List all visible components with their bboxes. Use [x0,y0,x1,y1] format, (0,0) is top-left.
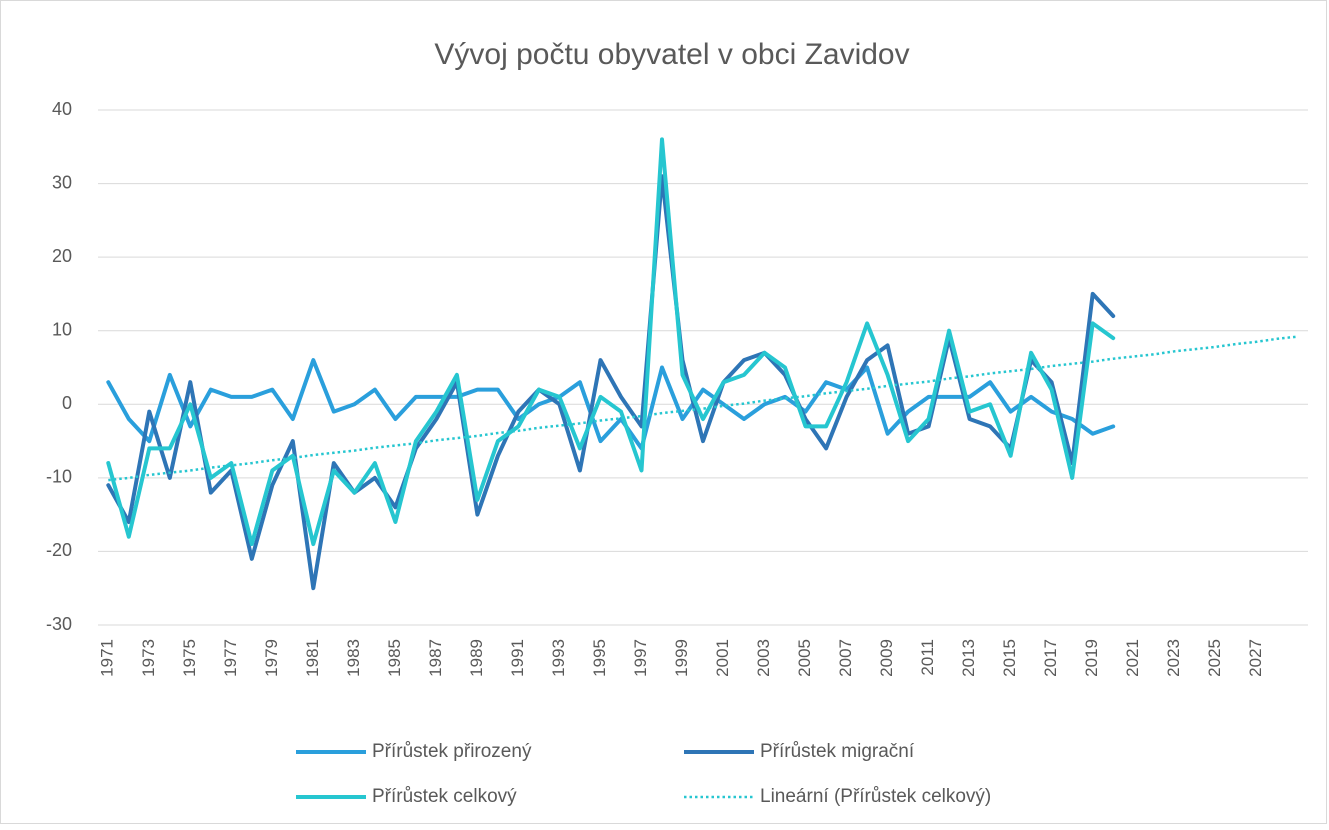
x-tick-label: 2023 [1164,639,1183,677]
x-tick-label: 2007 [836,639,855,677]
y-tick-label: 30 [52,172,72,192]
x-tick-label: 1979 [262,639,281,677]
y-tick-label: -10 [46,467,72,487]
x-tick-label: 1997 [631,639,650,677]
y-tick-label: 10 [52,319,72,339]
legend-label: Přírůstek celkový [372,786,517,807]
legend-label: Lineární (Přírůstek celkový) [760,786,991,807]
y-tick-label: -30 [46,614,72,634]
x-tick-label: 1975 [180,639,199,677]
y-tick-label: 40 [52,99,72,119]
x-tick-label: 1981 [303,639,322,677]
y-tick-label: 0 [62,393,72,413]
x-tick-label: 2001 [713,639,732,677]
legend-label: Přírůstek migrační [760,741,915,762]
x-tick-label: 1993 [549,639,568,677]
x-tick-label: 1971 [98,639,117,677]
x-tick-label: 2005 [795,639,814,677]
x-tick-label: 2021 [1123,639,1142,677]
x-tick-label: 1991 [508,639,527,677]
series-line [106,137,1116,547]
x-tick-label: 1985 [385,639,404,677]
x-tick-label: 2011 [918,639,937,676]
legend-label: Přírůstek přirozený [372,741,532,762]
x-tick-label: 2003 [754,639,773,677]
x-tick-label: 1987 [426,639,445,677]
x-tick-label: 1999 [672,639,691,677]
x-tick-label: 1989 [467,639,486,677]
x-tick-label: 2015 [1000,639,1019,677]
y-tick-label: -20 [46,540,72,560]
x-tick-label: 2019 [1082,639,1101,677]
x-tick-label: 2017 [1041,639,1060,677]
x-tick-label: 2013 [959,639,978,677]
series-line [108,335,1298,482]
x-tick-label: 2009 [877,639,896,677]
x-tick-label: 1995 [590,639,609,677]
x-tick-label: 1983 [344,639,363,677]
x-tick-label: 1977 [221,639,240,677]
y-tick-label: 20 [52,246,72,266]
x-tick-label: 2027 [1246,639,1265,677]
chart-title: Vývoj počtu obyvatel v obci Zavidov [434,38,909,71]
series-line [106,358,1116,451]
x-tick-label: 1973 [139,639,158,677]
x-tick-label: 2025 [1205,639,1224,677]
